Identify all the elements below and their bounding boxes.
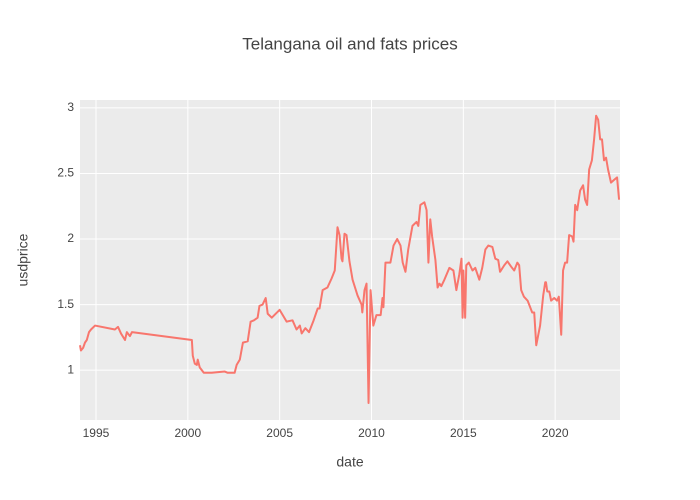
- y-tick-label: 2: [67, 231, 74, 245]
- y-tick-label: 2.5: [57, 166, 74, 180]
- x-tick-label: 2005: [266, 426, 293, 440]
- x-tick-label: 1995: [83, 426, 110, 440]
- x-axis-title: date: [336, 454, 363, 470]
- x-tick-label: 2000: [174, 426, 201, 440]
- y-tick-label: 1.5: [57, 297, 74, 311]
- x-tick-label: 2020: [542, 426, 569, 440]
- x-tick-label: 2010: [358, 426, 385, 440]
- chart-title: Telangana oil and fats prices: [242, 34, 457, 53]
- y-tick-label: 1: [67, 362, 74, 376]
- price-line: [79, 114, 621, 404]
- y-axis-title: usdprice: [15, 233, 31, 286]
- x-tick-label: 2015: [450, 426, 477, 440]
- y-tick-label: 3: [67, 100, 74, 114]
